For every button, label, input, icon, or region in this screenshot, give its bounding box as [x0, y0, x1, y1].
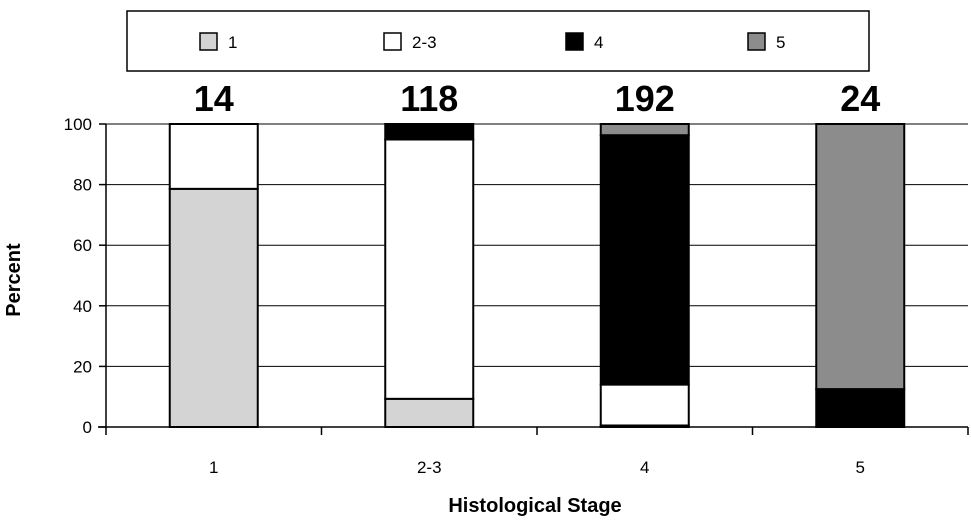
y-axis-title: Percent: [3, 243, 25, 317]
bar-segment: [168, 123, 259, 190]
legend-swatch: [199, 32, 218, 51]
legend-swatch: [565, 32, 584, 51]
bar-segment: [599, 383, 690, 427]
legend-label: 2-3: [412, 33, 437, 52]
x-tick-label: 4: [640, 458, 649, 477]
y-tick-label: 40: [73, 297, 92, 316]
x-tick-label: 5: [856, 458, 865, 477]
count-label: 192: [615, 78, 675, 119]
count-label: 118: [400, 78, 458, 119]
legend-label: 5: [776, 33, 785, 52]
bar-segment: [384, 397, 475, 429]
x-tick-label: 1: [209, 458, 218, 477]
bar-segment: [599, 123, 690, 137]
legend-box: [126, 10, 870, 72]
legend: 1 2-3 4 5: [126, 10, 870, 72]
legend-swatch: [747, 32, 766, 51]
bar-segment: [168, 187, 259, 428]
bar-segment: [384, 138, 475, 400]
bars: [168, 123, 906, 429]
y-tick-label: 60: [73, 236, 92, 255]
bar-segment: [599, 134, 690, 386]
y-tick-label: 20: [73, 357, 92, 376]
bar-segment: [815, 123, 906, 391]
y-tick-label: 0: [83, 418, 92, 437]
x-axis-title: Histological Stage: [448, 495, 621, 517]
bar-segment: [815, 388, 906, 428]
bar-segment: [384, 123, 475, 141]
legend-swatch: [383, 32, 402, 51]
axes: [98, 123, 969, 435]
count-label: 24: [840, 78, 880, 119]
legend-label: 1: [228, 33, 237, 52]
y-tick-label: 80: [73, 176, 92, 195]
y-tick-label: 100: [64, 115, 92, 134]
legend-label: 4: [594, 33, 603, 52]
x-tick-label: 2-3: [417, 458, 442, 477]
count-label: 14: [194, 78, 234, 119]
